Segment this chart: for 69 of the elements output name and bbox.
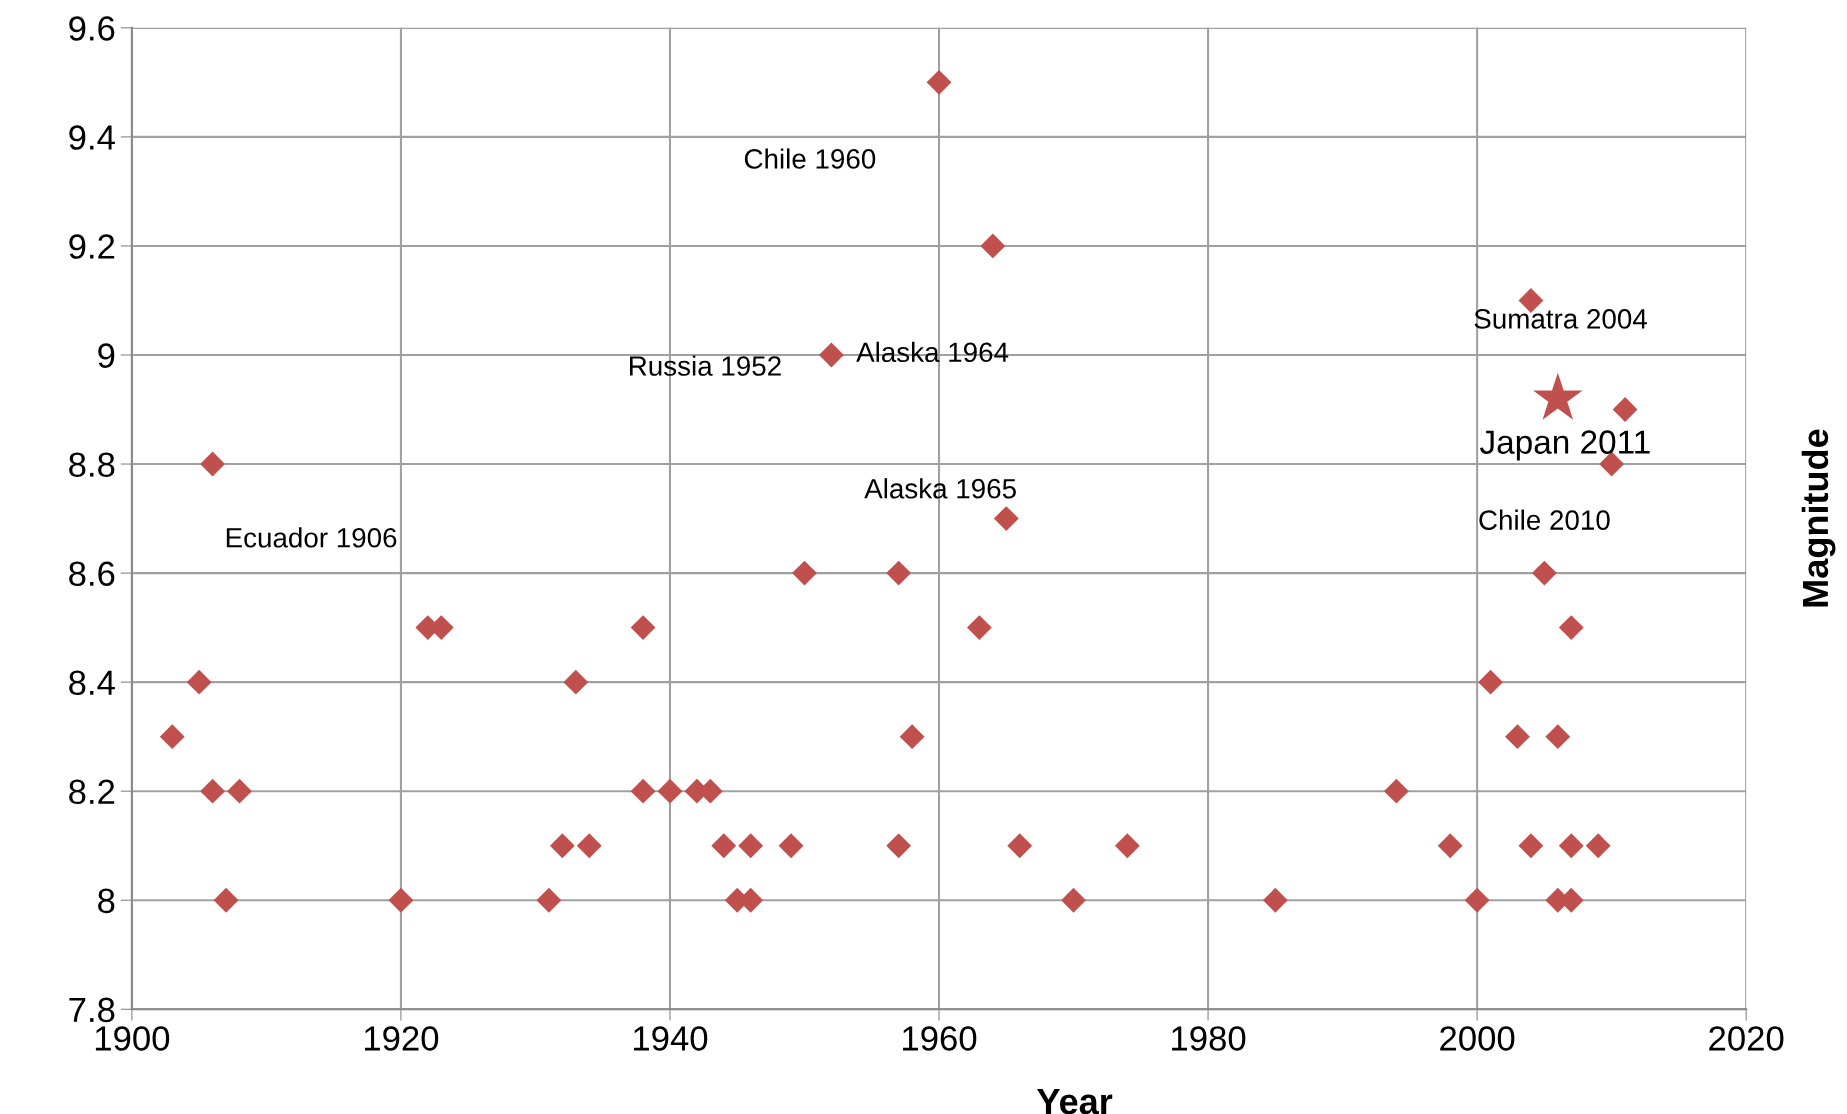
x-tick-label: 1940: [634, 1026, 708, 1051]
point: [1558, 615, 1584, 641]
y-tick-label: 9.4: [69, 125, 115, 150]
point: [200, 451, 226, 477]
point: [738, 833, 764, 859]
y-tick-label: 9.6: [69, 16, 115, 41]
y-axis-title: Magnitude: [1801, 429, 1836, 607]
point: [886, 833, 912, 859]
point: [886, 560, 912, 586]
point: [159, 724, 185, 750]
y-tick-label: 7.8: [69, 997, 115, 1023]
point: [711, 833, 737, 859]
point: [1612, 397, 1638, 422]
point: [1585, 833, 1611, 859]
point: [1478, 669, 1503, 695]
annotation: Russia 1952: [630, 355, 781, 376]
point: [792, 560, 817, 586]
point: [186, 669, 212, 695]
point: [1061, 887, 1086, 913]
point: [536, 887, 562, 913]
annotation: Japan 2011: [1480, 430, 1650, 461]
point: [657, 778, 683, 804]
annotation: Chile 2010: [1479, 509, 1610, 530]
annotation: Chile 1960: [744, 148, 876, 169]
annotation: Sumatra 2004: [1474, 309, 1647, 329]
point: [1383, 778, 1409, 804]
x-tick-label: 2000: [1440, 1026, 1515, 1051]
point: [563, 669, 589, 695]
x-tick-label: 2020: [1709, 1026, 1784, 1051]
y-tick-label: 9.2: [69, 234, 115, 259]
x-tick-label: 1900: [95, 1026, 170, 1051]
y-tick-label: 8: [98, 888, 115, 914]
point: [993, 506, 1019, 531]
y-tick-label: 8.4: [69, 670, 115, 696]
point: [1007, 833, 1033, 859]
point: [549, 833, 575, 859]
point: [1558, 833, 1584, 859]
x-tick-label: 1960: [903, 1026, 977, 1051]
point: [1545, 724, 1571, 750]
point: [630, 778, 656, 804]
y-tick-label: 8.2: [69, 779, 115, 805]
point: [213, 887, 239, 913]
point: [1464, 887, 1490, 913]
annotation: Ecuador 1906: [226, 527, 397, 548]
point: [630, 615, 656, 641]
annotation: Alaska 1965: [864, 478, 1016, 499]
x-tick-label: 1980: [1172, 1026, 1246, 1051]
point: [926, 69, 952, 95]
point: [388, 887, 414, 913]
point: [1531, 560, 1557, 586]
point: [778, 833, 804, 859]
point: [576, 833, 602, 859]
point: [227, 778, 252, 804]
point: [1114, 833, 1140, 859]
point: [966, 615, 992, 641]
point: [899, 724, 925, 750]
x-axis-title: Year: [1037, 1089, 1113, 1114]
point: [818, 342, 844, 368]
point: [1505, 724, 1530, 750]
y-tick-label: 8.6: [69, 561, 115, 587]
y-tick-label: 9: [98, 343, 115, 368]
point: [200, 778, 226, 804]
x-tick-label: 1920: [364, 1026, 439, 1051]
point: [980, 233, 1006, 259]
annotation: Alaska 1964: [856, 341, 1009, 363]
y-tick-label: 8.8: [69, 452, 115, 477]
point: [1518, 833, 1544, 859]
point: [1437, 833, 1463, 859]
point: [1262, 887, 1288, 913]
